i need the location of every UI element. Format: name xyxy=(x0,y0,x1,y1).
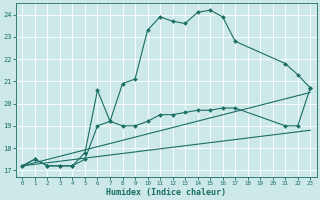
X-axis label: Humidex (Indice chaleur): Humidex (Indice chaleur) xyxy=(106,188,226,197)
